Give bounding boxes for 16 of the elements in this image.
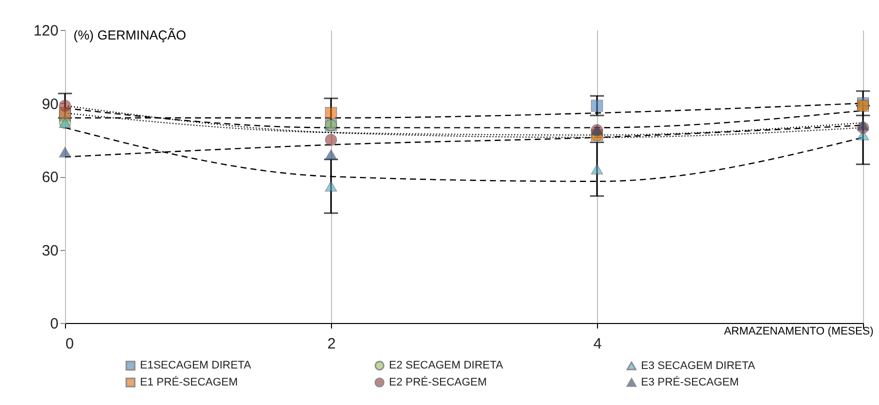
y-axis-title: (%) GERMINAÇÃO <box>74 28 186 42</box>
legend-label: E2 SECAGEM DIRETA <box>389 360 504 372</box>
y-tick-label: 90 <box>42 96 58 113</box>
legend-label: E2 PRÉ-SECAGEM <box>389 376 487 388</box>
y-tick-label: 60 <box>42 169 58 186</box>
legend-label: E1 PRÉ-SECAGEM <box>140 376 238 388</box>
legend-label: E3 PRÉ-SECAGEM <box>641 376 739 388</box>
legend-label: E3 SECAGEM DIRETA <box>641 360 756 372</box>
y-tick-label: 30 <box>42 242 58 260</box>
y-tick-label: 120 <box>33 22 58 40</box>
y-tick-label: 0 <box>50 316 58 332</box>
x-axis-title: ARMAZENAMENTO (MESES) <box>724 326 874 338</box>
x-tick-label: 4 <box>593 336 602 352</box>
x-tick-label: 2 <box>327 336 336 352</box>
legend-label: E1SECAGEM DIRETA <box>140 360 252 372</box>
x-tick-label: 0 <box>66 336 74 352</box>
